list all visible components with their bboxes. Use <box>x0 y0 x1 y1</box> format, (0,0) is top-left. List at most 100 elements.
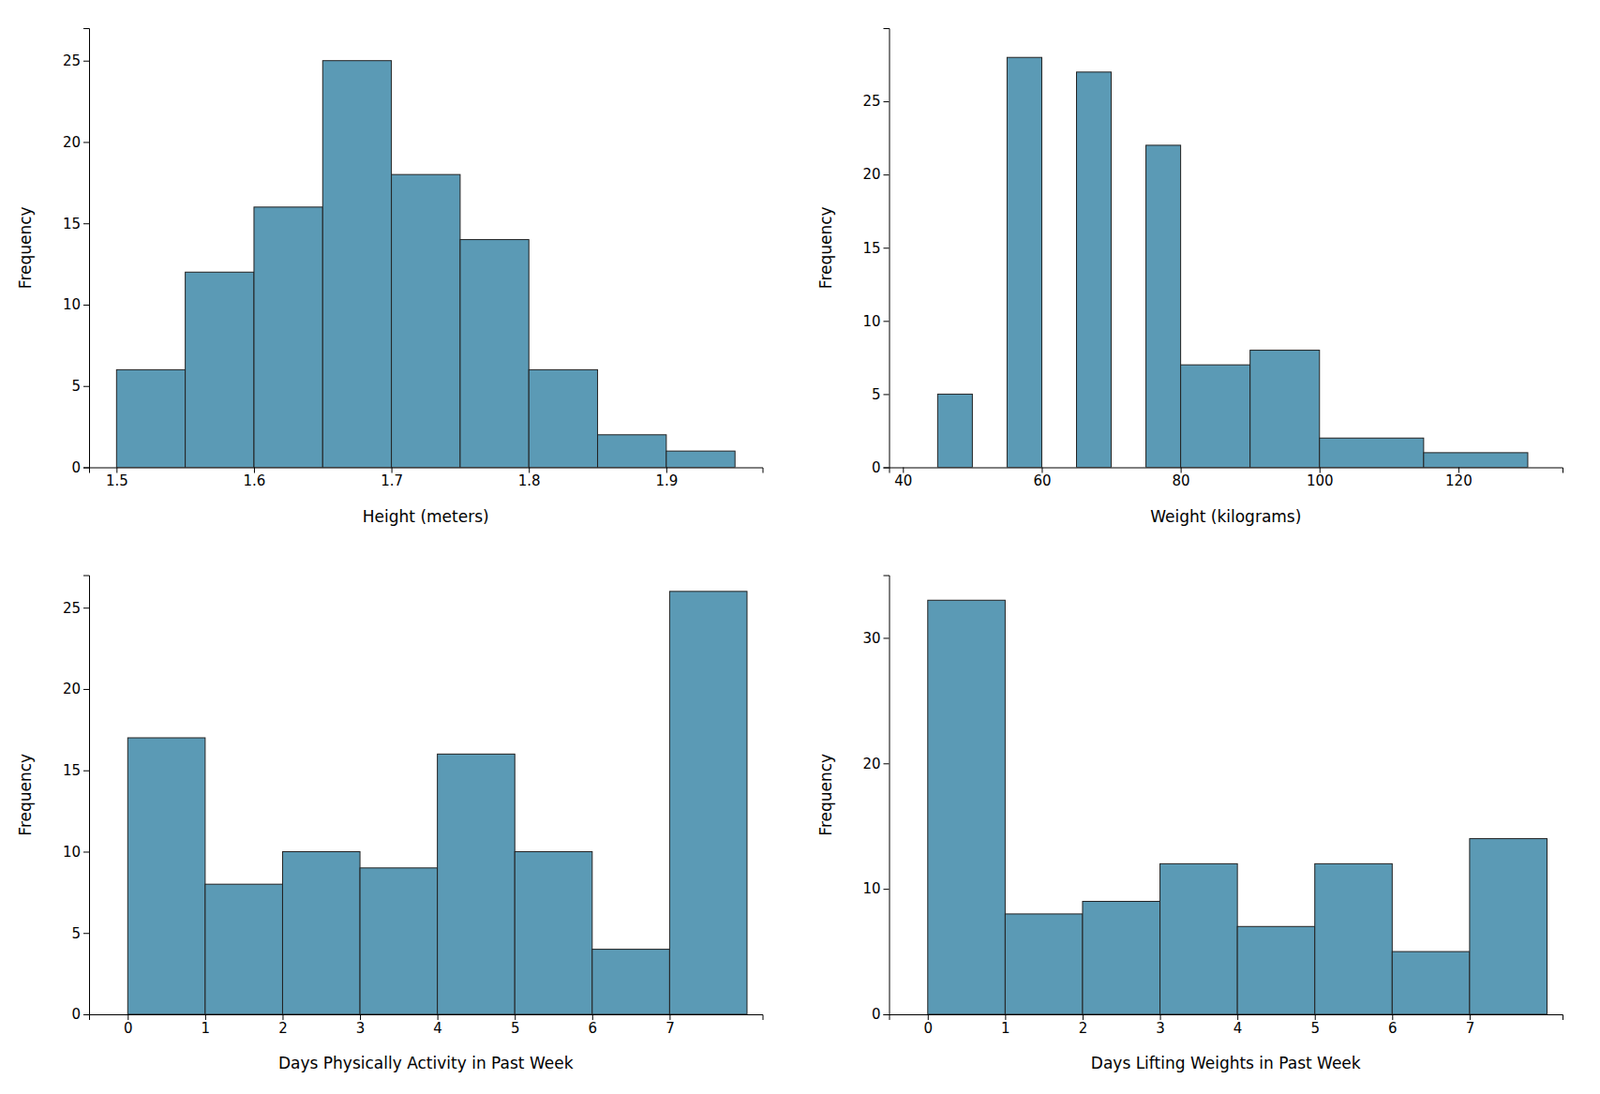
x-axis: 01234567 <box>889 1014 1564 1037</box>
histogram-bar <box>116 369 185 467</box>
bars <box>116 60 735 468</box>
x-tick-label: 40 <box>894 472 913 490</box>
x-tick-label: 4 <box>433 1019 443 1037</box>
histogram-panel: 012345670510152025Days Physically Activi… <box>15 575 763 1073</box>
y-tick-label: 10 <box>862 313 881 330</box>
x-tick: 5 <box>510 1014 521 1037</box>
y-tick-label: 20 <box>62 680 81 698</box>
histogram-bar <box>1146 145 1182 468</box>
histogram-bar <box>282 851 360 1015</box>
histogram-bar <box>359 867 438 1015</box>
y-tick-mark <box>883 174 890 176</box>
y-axis-line <box>83 29 90 469</box>
y-tick-mark <box>83 60 90 62</box>
y-tick-mark <box>883 1014 890 1016</box>
x-tick: 4 <box>1233 1014 1243 1037</box>
y-tick: 20 <box>862 755 889 773</box>
y-tick-mark <box>83 770 90 772</box>
histogram-bar <box>1006 57 1042 467</box>
y-tick-label: 0 <box>71 1005 81 1023</box>
y-axis-line <box>83 575 90 1016</box>
y-tick-label: 15 <box>862 239 881 257</box>
y-tick-label: 25 <box>62 52 81 70</box>
y-tick-mark <box>883 637 890 639</box>
histogram-bar <box>1469 838 1548 1015</box>
x-tick-label: 7 <box>1465 1019 1476 1037</box>
histogram-bar <box>971 466 1007 468</box>
x-tick: 1.7 <box>380 467 404 491</box>
histogram-bar <box>185 271 255 467</box>
y-tick-mark <box>883 101 890 103</box>
y-tick-mark <box>83 851 90 853</box>
y-tick: 20 <box>62 134 90 151</box>
x-tick-label: 3 <box>356 1019 366 1037</box>
x-tick-label: 6 <box>1388 1019 1398 1037</box>
y-tick-mark <box>883 393 890 395</box>
histogram-bar <box>1004 913 1083 1015</box>
x-tick: 2 <box>278 1014 288 1037</box>
histogram-bar <box>1315 863 1393 1015</box>
x-axis-line <box>89 1015 764 1021</box>
x-tick: 4 <box>433 1014 443 1037</box>
x-tick: 1.9 <box>655 467 678 491</box>
x-tick-label: 7 <box>665 1019 675 1037</box>
histogram-bar <box>528 369 598 467</box>
x-tick-label: 1 <box>201 1019 211 1037</box>
histogram-bar <box>1237 926 1316 1015</box>
y-tick-mark <box>883 762 890 764</box>
x-tick: 3 <box>356 1014 366 1037</box>
y-axis: 0102030 <box>862 575 890 1023</box>
y-tick-label: 5 <box>871 386 882 404</box>
x-tick-label: 60 <box>1032 472 1051 490</box>
y-tick: 15 <box>62 215 90 233</box>
y-tick-mark <box>83 223 90 225</box>
histogram-bar <box>1111 466 1147 468</box>
x-axis-title: Weight (kilograms) <box>1150 507 1301 526</box>
histogram-bar <box>598 434 667 468</box>
histogram-bar <box>666 450 735 467</box>
x-tick: 2 <box>1078 1014 1089 1037</box>
y-tick-label: 15 <box>62 215 81 233</box>
x-axis-title: Height (meters) <box>362 507 490 526</box>
x-axis: 1.51.61.71.81.9 <box>89 467 764 491</box>
histogram-bar <box>937 393 972 467</box>
chart-canvas: 1.51.61.71.81.90510152025Height (meters)… <box>0 0 1600 1094</box>
x-tick: 1 <box>201 1014 211 1037</box>
x-tick-label: 3 <box>1155 1019 1166 1037</box>
y-tick-label: 0 <box>871 1005 882 1023</box>
y-axis: 0 5 10 15 20 25 <box>862 29 890 477</box>
y-tick-mark <box>883 320 890 322</box>
y-tick-label: 10 <box>862 880 881 898</box>
x-axis: 406080100120 <box>889 467 1564 491</box>
histogram-panel: 1.51.61.71.81.90510152025Height (meters)… <box>15 29 763 526</box>
y-tick-label: 20 <box>862 165 881 183</box>
histogram-bar <box>927 599 1006 1015</box>
y-tick: 5 <box>71 925 90 943</box>
y-tick: 15 <box>862 239 889 257</box>
y-tick-label: 25 <box>62 599 81 617</box>
x-tick: 0 <box>123 1014 134 1037</box>
y-tick-label: 20 <box>862 755 881 773</box>
y-tick: 5 <box>871 386 890 404</box>
y-tick-mark <box>83 304 90 306</box>
y-tick-label: 15 <box>62 762 81 779</box>
y-tick-label: 0 <box>71 459 81 477</box>
y-tick: 10 <box>62 296 90 314</box>
y-tick: 0 <box>871 459 890 477</box>
histogram-bar <box>460 239 529 468</box>
y-tick-label: 20 <box>62 134 81 151</box>
x-tick: 0 <box>924 1014 934 1037</box>
histogram-bar <box>322 60 391 468</box>
histogram-bar <box>1250 350 1320 468</box>
x-axis-title: Days Lifting Weights in Past Week <box>1091 1053 1361 1073</box>
x-tick-label: 0 <box>924 1019 934 1037</box>
y-tick: 0 <box>871 1005 890 1023</box>
y-tick: 10 <box>862 880 889 898</box>
y-tick: 25 <box>862 92 889 110</box>
y-axis-line <box>883 575 891 1016</box>
x-tick: 40 <box>894 467 913 491</box>
x-tick: 100 <box>1306 467 1334 491</box>
x-tick-label: 4 <box>1233 1019 1243 1037</box>
y-tick-label: 0 <box>871 459 882 477</box>
y-tick: 0 <box>71 459 90 477</box>
